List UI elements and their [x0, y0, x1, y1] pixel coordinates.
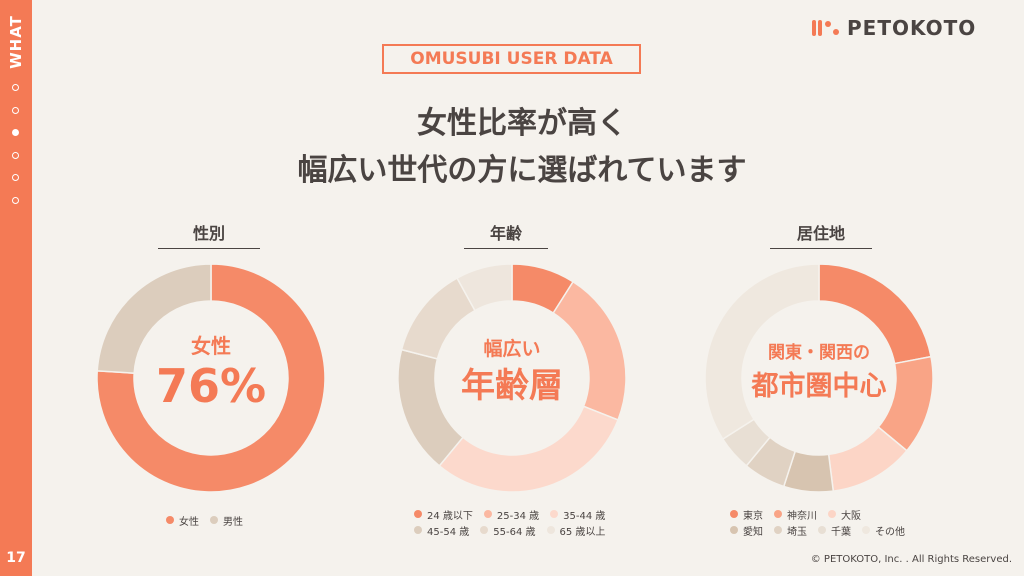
legend-item: 愛知 — [730, 523, 763, 538]
legend-label: 埼玉 — [787, 526, 807, 538]
legend-row: 45-54 歳 55-64 歳 65 歳以上 — [414, 522, 616, 538]
center-sub: 関東・関西の — [768, 343, 870, 363]
center-sub: 幅広い — [483, 338, 541, 360]
donut-slice-35-44-歳 — [438, 405, 619, 493]
gender-center-label: 女性 76% — [97, 330, 325, 413]
page-dots — [12, 84, 20, 219]
legend-label: その他 — [875, 526, 905, 538]
legend-label: 55-64 歳 — [493, 526, 536, 538]
residence-donut-chart — [704, 263, 934, 493]
legend-label: 25-34 歳 — [496, 510, 540, 522]
legend-label: 愛知 — [743, 526, 763, 538]
legend-label: 東京 — [743, 510, 763, 522]
legend-label: 45-54 歳 — [427, 526, 470, 538]
legend-label: 女性 — [179, 516, 199, 528]
residence-legend: 東京 神奈川 大阪愛知 埼玉 千葉 その他 — [730, 506, 916, 538]
donut-slice-女性 — [96, 263, 326, 493]
legend-item: 65 歳以上 — [546, 523, 606, 538]
legend-swatch — [483, 510, 492, 518]
legend-label: 大阪 — [841, 510, 861, 522]
headline-line-2: 幅広い世代の方に選ばれています — [297, 153, 747, 188]
legend-row: 24 歳以下 25-34 歳 35-44 歳 — [414, 506, 616, 522]
legend-label: 男性 — [223, 516, 243, 528]
legend-item: 24 歳以下 — [414, 507, 473, 522]
legend-item: 埼玉 — [774, 523, 807, 538]
chart-title-gender: 性別 — [158, 220, 260, 249]
legend-item: 45-54 歳 — [414, 523, 469, 538]
age-center-label: 幅広い 年齢層 — [398, 334, 626, 411]
page-dot[interactable] — [12, 174, 19, 181]
legend-swatch — [414, 510, 422, 518]
legend-label: 65 歳以上 — [559, 526, 606, 538]
page-dot[interactable] — [12, 151, 19, 159]
page-dot[interactable] — [12, 129, 19, 136]
legend-swatch — [414, 526, 422, 534]
section-label: WHAT — [7, 15, 25, 69]
legend-item: 男性 — [210, 513, 243, 528]
chart-title-residence: 居住地 — [770, 220, 872, 249]
legend-swatch — [550, 510, 559, 518]
logo-mark-icon — [812, 20, 839, 36]
gender-legend: 女性 男性 — [166, 512, 254, 528]
logo-text: PETOKOTO — [847, 16, 977, 40]
page-dot[interactable] — [12, 196, 19, 204]
page-dot[interactable] — [12, 106, 19, 114]
legend-label: 千葉 — [831, 526, 851, 538]
legend-swatch — [774, 526, 782, 534]
legend-swatch — [546, 526, 555, 534]
logo: PETOKOTO — [812, 14, 976, 42]
legend-row: 愛知 埼玉 千葉 その他 — [730, 522, 916, 538]
center-main: 76% — [155, 359, 267, 413]
legend-swatch — [818, 526, 826, 534]
chart-title-age: 年齢 — [464, 220, 548, 249]
donut-slice-65-歳以上 — [456, 263, 513, 312]
center-main: 都市圏中心 — [751, 371, 887, 402]
legend-swatch — [480, 526, 489, 534]
legend-item: 神奈川 — [774, 507, 817, 522]
center-main: 年齢層 — [461, 366, 563, 406]
legend-row: 女性 男性 — [166, 512, 254, 528]
page-dot[interactable] — [12, 84, 19, 91]
donut-slice-その他 — [704, 263, 820, 441]
legend-row: 東京 神奈川 大阪 — [730, 506, 916, 522]
legend-item: その他 — [862, 523, 905, 538]
legend-swatch — [828, 510, 836, 518]
legend-item: 35-44 歳 — [550, 507, 605, 522]
page-number: 17 — [6, 550, 26, 566]
legend-item: 25-34 歳 — [483, 507, 540, 522]
legend-item: 大阪 — [828, 507, 861, 522]
residence-center-label: 関東・関西の 都市圏中心 — [705, 338, 933, 411]
copyright-footer: © PETOKOTO, Inc. . All Rights Reserved. — [810, 554, 1012, 565]
legend-swatch — [862, 526, 870, 534]
legend-label: 神奈川 — [787, 510, 817, 522]
legend-item: 女性 — [166, 513, 199, 528]
legend-item: 千葉 — [818, 523, 851, 538]
gender-donut-chart — [96, 263, 326, 493]
legend-item: 東京 — [730, 507, 763, 522]
center-sub: 女性 — [191, 334, 231, 358]
headline: 女性比率が高く 幅広い世代の方に選ばれています — [0, 100, 1024, 194]
legend-swatch — [730, 510, 738, 518]
legend-item: 55-64 歳 — [480, 523, 536, 538]
age-donut-chart — [397, 263, 627, 493]
donut-slice-男性 — [96, 263, 212, 374]
legend-swatch — [730, 526, 738, 534]
headline-line-1: 女性比率が高く — [417, 106, 627, 141]
age-legend: 24 歳以下 25-34 歳 35-44 歳 45-54 歳 55-64 歳 65 歳以上 — [414, 506, 616, 538]
legend-swatch — [774, 510, 782, 518]
legend-label: 24 歳以下 — [427, 510, 473, 522]
sidebar: WHAT 17 — [0, 0, 32, 576]
legend-swatch — [210, 516, 218, 524]
section-badge: OMUSUBI USER DATA — [382, 44, 641, 74]
legend-label: 35-44 歳 — [563, 510, 606, 522]
legend-swatch — [166, 516, 174, 524]
